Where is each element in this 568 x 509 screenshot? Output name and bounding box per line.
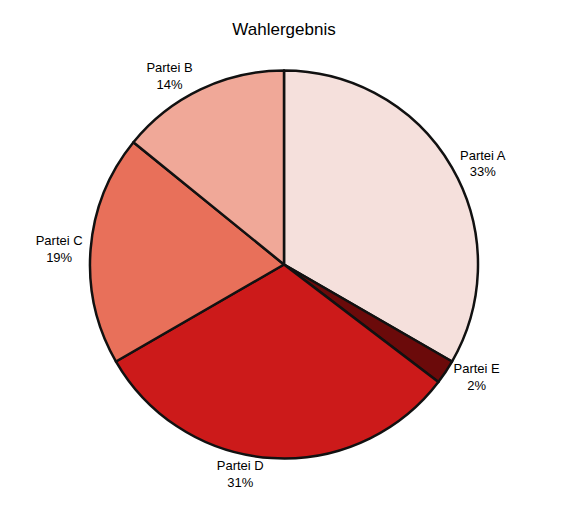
- svg-text:Wahlergebnis: Wahlergebnis: [232, 20, 335, 39]
- svg-text:Partei D31%: Partei D31%: [217, 458, 264, 490]
- svg-text:Partei A33%: Partei A33%: [460, 148, 506, 180]
- svg-text:Partei C19%: Partei C19%: [36, 233, 83, 265]
- svg-text:Partei B14%: Partei B14%: [146, 60, 192, 92]
- svg-text:Partei E2%: Partei E2%: [453, 361, 500, 393]
